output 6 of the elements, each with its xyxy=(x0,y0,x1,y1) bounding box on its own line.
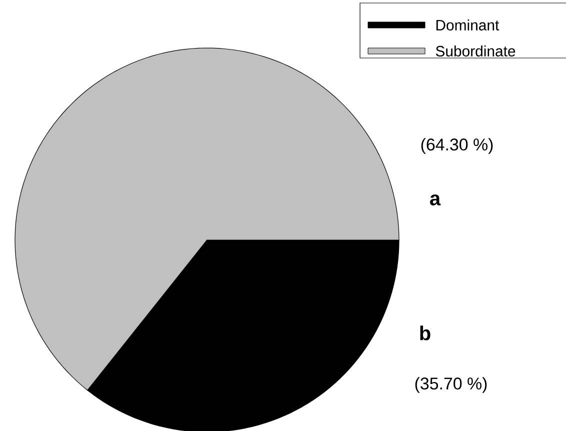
text: b xyxy=(420,326,430,340)
legend-label: Subordinate xyxy=(436,46,516,56)
legend-label: Dominant xyxy=(436,20,500,30)
data-label: (35.70 %) xyxy=(415,377,487,393)
text: a xyxy=(430,194,441,206)
data-label: (64.30 %) xyxy=(421,138,493,154)
